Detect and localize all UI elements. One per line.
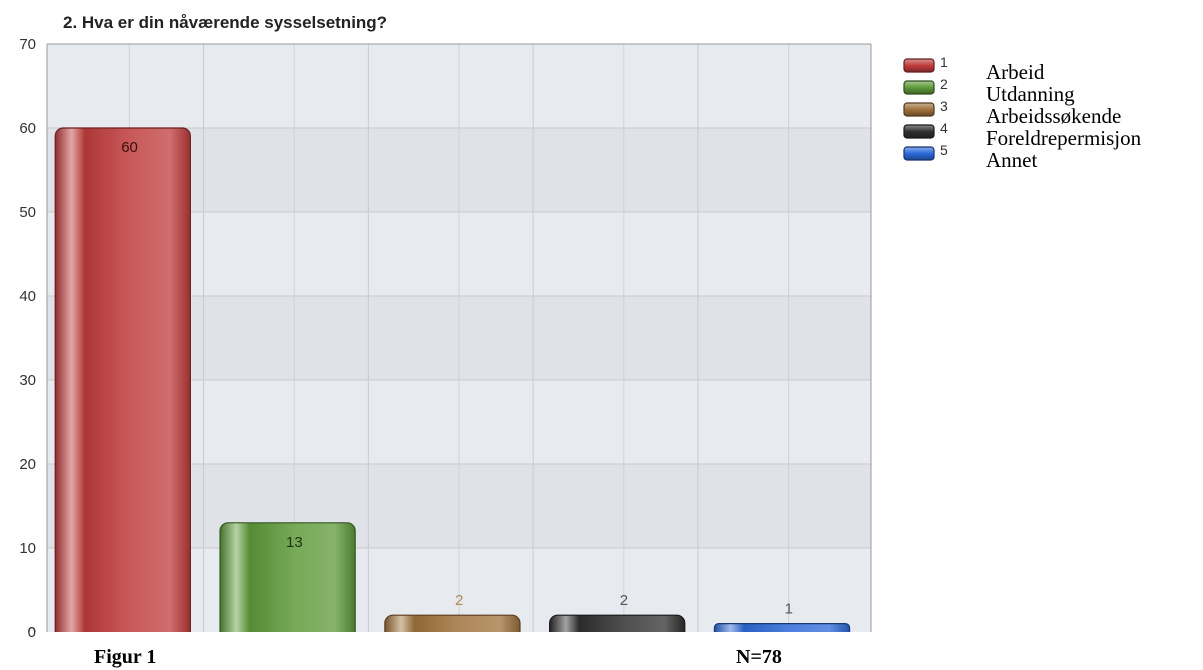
y-tick-label: 70 xyxy=(19,36,36,53)
data-label: 13 xyxy=(286,534,303,551)
legend-label: Foreldrepermisjon xyxy=(986,126,1142,150)
legend-label: Annet xyxy=(986,148,1037,172)
sample-size-label: N=78 xyxy=(736,646,782,668)
data-label: 2 xyxy=(620,592,628,609)
legend-number: 2 xyxy=(940,76,948,92)
legend-swatch xyxy=(903,80,935,95)
figure-caption: Figur 1 xyxy=(94,646,157,668)
y-tick-label: 60 xyxy=(19,120,36,137)
y-tick-label: 30 xyxy=(19,372,36,389)
chart-title: 2. Hva er din nåværende sysselsetning? xyxy=(63,13,387,32)
below-plot-mask xyxy=(0,632,1203,670)
y-tick-label: 50 xyxy=(19,204,36,221)
y-tick-label: 0 xyxy=(28,624,36,641)
legend-label: Arbeidssøkende xyxy=(986,104,1121,128)
legend-swatch xyxy=(903,146,935,161)
legend-swatch xyxy=(903,124,935,139)
data-label: 1 xyxy=(785,601,793,618)
legend-number: 5 xyxy=(940,142,948,158)
y-tick-label: 20 xyxy=(19,456,36,473)
data-label: 2 xyxy=(455,592,463,609)
y-tick-label: 10 xyxy=(19,540,36,557)
data-label: 60 xyxy=(121,139,138,156)
plot-area: 01020304050607060132210 xyxy=(0,36,1203,670)
bar-1 xyxy=(54,127,191,641)
legend-number: 3 xyxy=(940,98,948,114)
legend-swatch xyxy=(903,102,935,117)
legend-label: Utdanning xyxy=(986,82,1075,106)
y-tick-label: 40 xyxy=(19,288,36,305)
legend-number: 1 xyxy=(940,54,948,70)
legend: 1 Arbeid 2 Utdanning 3 Arbeidssøkende 4 Foreldr… xyxy=(903,54,1142,172)
legend-number: 4 xyxy=(940,120,948,136)
legend-label: Arbeid xyxy=(986,60,1045,84)
legend-swatch xyxy=(903,58,935,73)
